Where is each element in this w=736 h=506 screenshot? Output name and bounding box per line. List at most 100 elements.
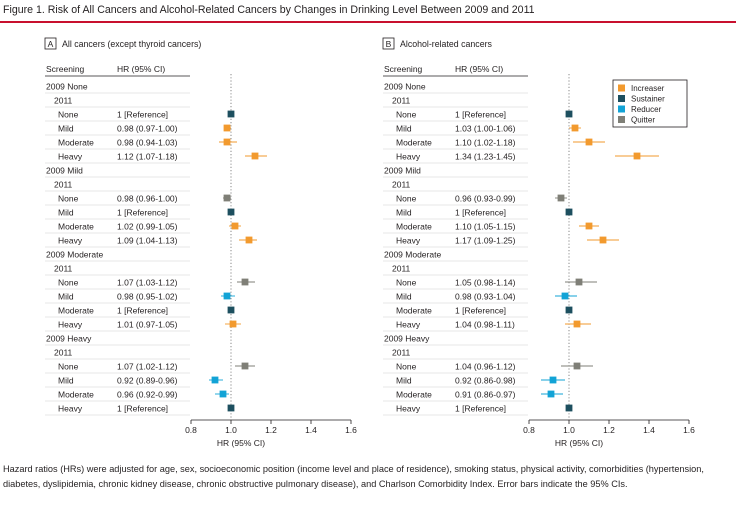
panel-b-row-hr: 1 [Reference] [455,110,506,120]
panel-a-row-hr: 1 [Reference] [117,208,168,218]
panel-b-subgroup-label: 2011 [392,264,411,274]
panel-b-group-label: 2009 Heavy [384,334,430,344]
panel-b-row-hr: 0.91 (0.86-0.97) [455,390,516,400]
panel-a-hr-marker [219,390,227,398]
panel-a-row-level: Mild [58,124,74,134]
panel-b-x-tick-label: 1.4 [643,425,655,435]
panel-a-subgroup-label: 2011 [54,348,73,358]
panel-b-row-level: Heavy [396,320,421,330]
panel-a-row-level: None [58,278,79,288]
panel-b-row-hr: 1.04 (0.96-1.12) [455,362,516,372]
panel-a-row-hr: 1.02 (0.99-1.05) [117,222,178,232]
panel-a-row-level: Mild [58,292,74,302]
panel-b-row-hr: 1.04 (0.98-1.11) [455,320,515,330]
panel-b-hr-marker [557,194,565,202]
panel-b-row-hr: 1 [Reference] [455,208,506,218]
panel-b-header-screening: Screening [384,64,423,74]
panel-a-x-axis-label: HR (95% CI) [217,438,265,448]
panel-a-hr-marker [241,362,249,370]
panel-b-letter-box [382,37,395,50]
panel-a-hr-marker [229,320,237,328]
panel-a-hr-marker [245,236,253,244]
panel-b-hr-marker [565,404,573,412]
panel-b-hr-marker [573,320,581,328]
panel-b-hr-marker [633,152,641,160]
panel-a-hr-marker [223,124,231,132]
legend-swatch [618,84,625,92]
panel-b-group-label: 2009 Moderate [384,250,441,260]
panel-a-subgroup-label: 2011 [54,264,73,274]
panel-a-row-hr: 1 [Reference] [117,306,168,316]
legend-swatch [618,95,625,102]
panel-a-row-hr: 1.07 (1.03-1.12) [117,278,178,288]
panel-a-row-level: Mild [58,376,74,386]
panel-a-row-level: Moderate [58,138,94,148]
panel-b-row-hr: 1 [Reference] [455,306,506,316]
panel-a-row-hr: 0.98 (0.94-1.03) [117,138,178,148]
panel-a-row-hr: 1.09 (1.04-1.13) [117,236,178,246]
panel-a-title: All cancers (except thyroid cancers) [62,39,201,49]
panel-b-hr-marker [575,278,583,286]
panel-b-hr-marker [561,292,569,300]
panel-a-hr-marker [223,194,231,202]
panel-b-row-level: Mild [396,124,412,134]
panel-b-hr-marker [565,306,573,314]
panel-b-group-label: 2009 None [384,82,426,92]
panel-a-row-level: Heavy [58,404,83,414]
panel-b-x-axis-label: HR (95% CI) [555,438,603,448]
panel-a-hr-marker [211,376,219,384]
panel-b-row-level: None [396,362,417,372]
panel-a-row-hr: 0.96 (0.92-0.99) [117,390,178,400]
panel-b-subgroup-label: 2011 [392,96,411,106]
panel-b-row-hr: 1.10 (1.02-1.18) [455,138,516,148]
panel-b-hr-marker [571,124,579,132]
panel-a-row-level: Heavy [58,152,83,162]
panel-b-row-level: Mild [396,292,412,302]
panel-b-hr-marker [565,110,573,118]
panel-a-hr-marker [227,110,235,118]
panel-b-header-hr: HR (95% CI) [455,64,503,74]
panel-a-x-tick-label: 1.4 [305,425,317,435]
panel-b-row-level: None [396,110,417,120]
panel-b-row-level: Heavy [396,404,421,414]
panel-a-row-hr: 1.01 (0.97-1.05) [117,320,178,330]
panel-a-group-label: 2009 None [46,82,88,92]
panel-b-row-level: Mild [396,376,412,386]
panel-a-hr-marker [223,292,231,300]
panel-a-hr-marker [227,208,235,216]
panel-a-header-hr: HR (95% CI) [117,64,165,74]
panel-a-row-level: None [58,194,79,204]
panel-a-letter: A [48,39,54,49]
panel-b-row-level: Mild [396,208,412,218]
panel-a-row-hr: 0.98 (0.97-1.00) [117,124,178,134]
forest-plots: A All cancers (except thyroid cancers) Scr… [44,37,695,448]
panel-a-x-tick-label: 0.8 [185,425,197,435]
panel-a-row-level: Moderate [58,306,94,316]
legend-swatch [618,116,625,123]
figure-footnote: Hazard ratios (HRs) were adjusted for ag… [3,464,704,489]
panel-b-title: Alcohol-related cancers [400,39,493,49]
legend-box [612,79,688,128]
legend-swatch [618,105,625,113]
panel-b-x-tick-label: 1.2 [603,425,615,435]
panel-b-row-level: Moderate [396,306,432,316]
panel-a-group-label: 2009 Moderate [46,250,103,260]
panel-b-hr-marker [565,208,573,216]
figure-title: Figure 1. Risk of All Cancers and Alcoho… [3,4,535,16]
legend-label: Quitter [631,116,655,125]
panel-b-hr-marker [585,138,593,146]
panel-a-row-hr: 1 [Reference] [117,404,168,414]
panel-a-hr-marker [227,404,235,412]
panel-b-row-level: Heavy [396,236,421,246]
panel-a-group-label: 2009 Heavy [46,334,92,344]
panel-a-x-tick-label: 1.2 [265,425,277,435]
panel-a-x-tick-label: 1.0 [225,425,237,435]
panel-b-row-hr: 1.17 (1.09-1.25) [455,236,516,246]
panel-a-row-level: Mild [58,208,74,218]
legend-label: Sustainer [631,95,665,104]
panel-b-row-hr: 1.34 (1.23-1.45) [455,152,516,162]
panel-b-hr-marker [547,390,555,398]
panel-a-row-hr: 1 [Reference] [117,110,168,120]
panel-a-row-hr: 1.12 (1.07-1.18) [117,152,178,162]
panel-a-row-level: Moderate [58,222,94,232]
